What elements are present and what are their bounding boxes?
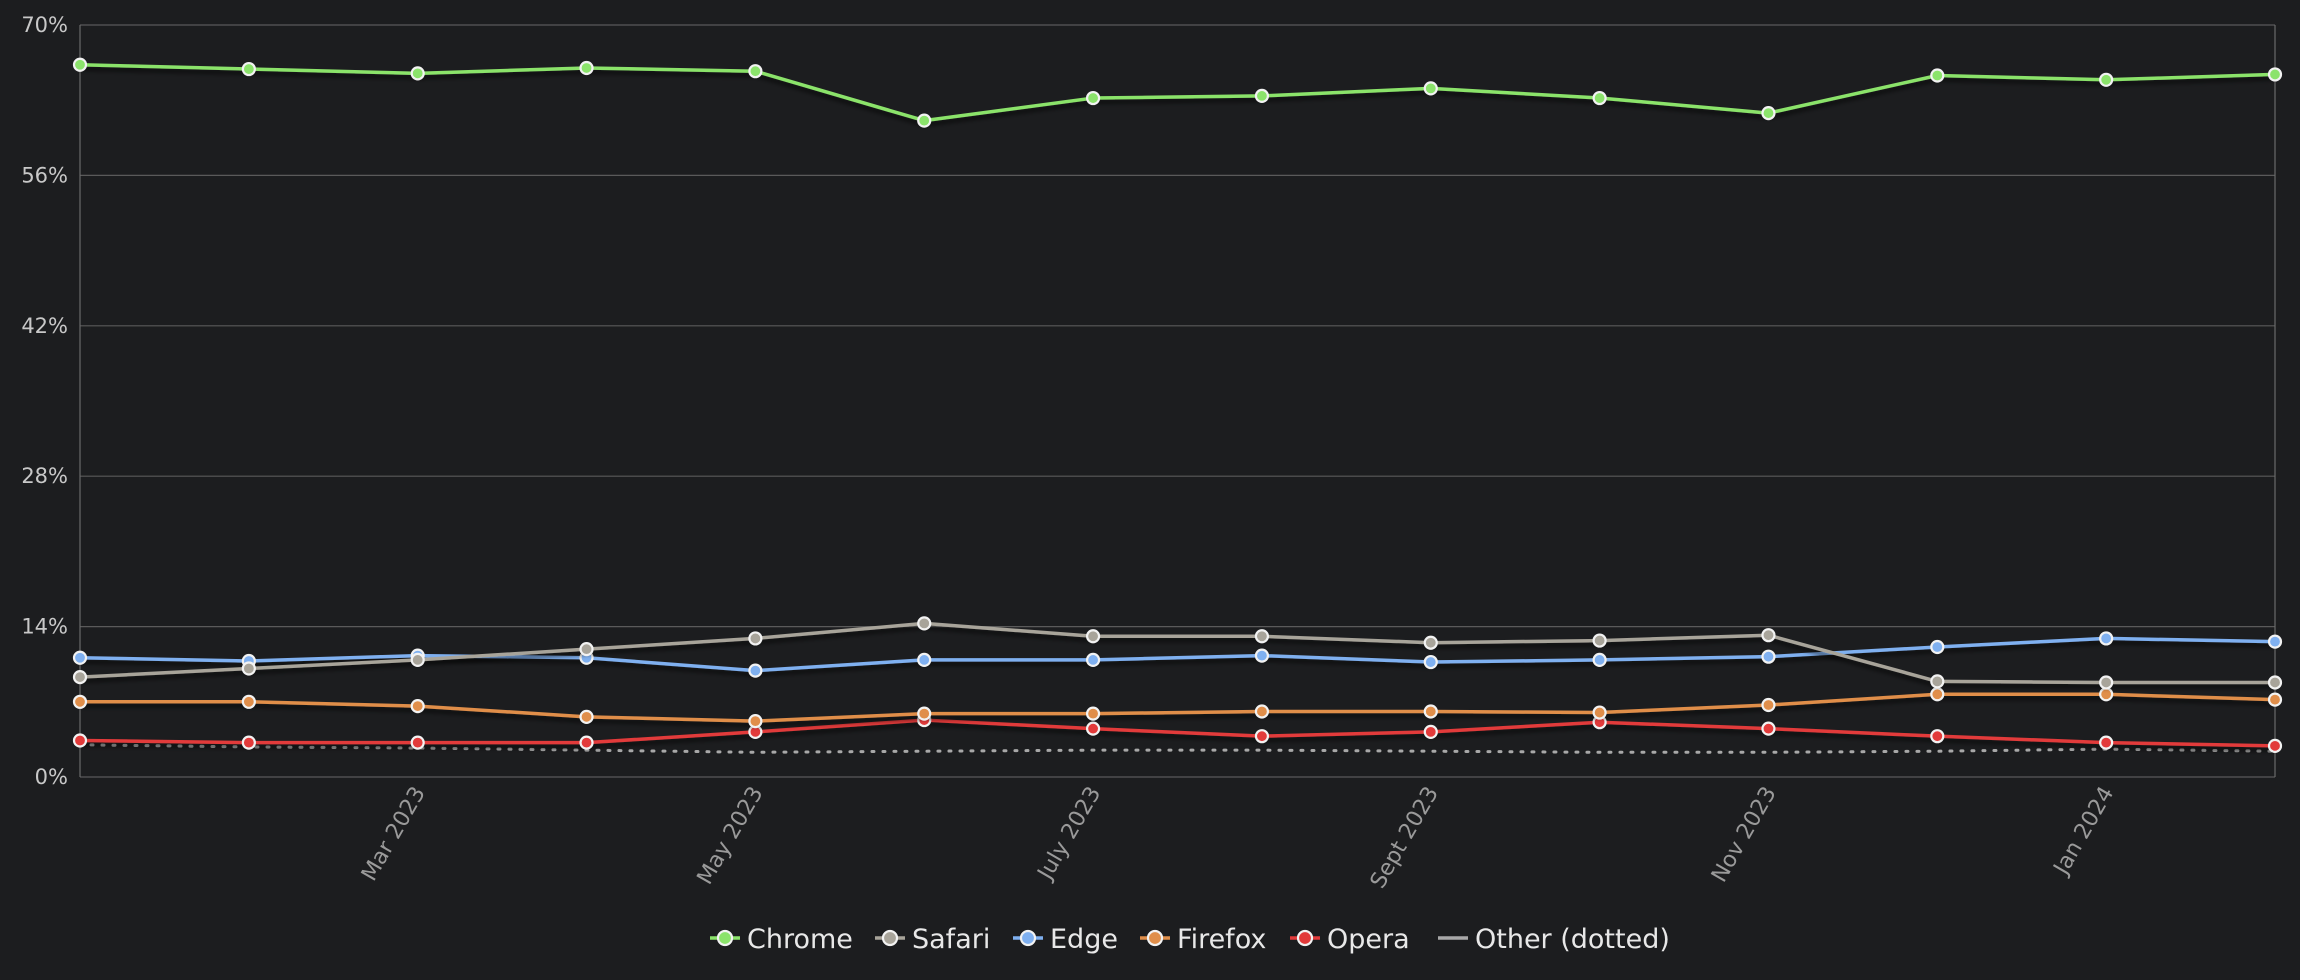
data-point-firefox — [1761, 697, 1776, 713]
data-point-opera — [1254, 729, 1270, 744]
legend-label-edge: Edge — [1050, 924, 1118, 955]
data-point-chrome — [2099, 72, 2114, 87]
data-point-firefox — [1423, 704, 1438, 719]
data-point-safari — [917, 616, 932, 631]
data-point-edge — [2099, 631, 2114, 646]
data-point-edge — [1761, 649, 1776, 664]
legend-marker-opera — [1296, 929, 1314, 947]
series-line-chrome — [79, 62, 2276, 123]
data-point-firefox — [1592, 705, 1607, 720]
legend-marker-safari — [881, 929, 899, 947]
data-point-safari — [1761, 628, 1776, 643]
y-tick-label: 42% — [21, 314, 68, 338]
data-point-safari — [748, 631, 763, 646]
x-tick-label: July 2023 — [1032, 783, 1106, 886]
data-point-firefox — [1085, 706, 1101, 721]
data-point-chrome — [1085, 90, 1101, 106]
data-point-safari — [2267, 675, 2283, 690]
data-point-safari — [1254, 629, 1270, 644]
y-tick-label: 0% — [35, 765, 68, 789]
data-point-edge — [1254, 648, 1270, 663]
y-tick-label: 28% — [21, 464, 68, 488]
series-lines — [72, 57, 2283, 754]
legend-label-opera: Opera — [1327, 924, 1410, 955]
y-tick-label: 56% — [21, 163, 68, 187]
series-line-opera — [79, 718, 2276, 748]
data-point-edge — [2267, 634, 2283, 649]
data-point-chrome — [410, 66, 425, 81]
data-point-opera — [579, 735, 594, 750]
data-point-safari — [241, 661, 256, 676]
legend-marker-edge — [1019, 929, 1037, 947]
data-point-firefox — [241, 694, 256, 709]
data-point-safari — [579, 642, 594, 657]
legend-label-firefox: Firefox — [1177, 924, 1266, 955]
data-point-chrome — [2267, 67, 2283, 82]
data-point-edge — [1592, 652, 1607, 668]
data-point-chrome — [1254, 88, 1270, 104]
x-tick-label: Jan 2024 — [2048, 783, 2119, 881]
data-point-opera — [2099, 735, 2114, 750]
data-point-opera — [410, 735, 425, 750]
series-line-other-dotted — [78, 743, 2277, 754]
data-point-safari — [2099, 675, 2114, 690]
data-point-firefox — [2099, 687, 2114, 702]
data-point-edge — [1930, 639, 1945, 655]
data-point-safari — [72, 669, 88, 685]
data-point-chrome — [72, 57, 88, 72]
data-point-edge — [748, 663, 763, 678]
data-point-firefox — [72, 694, 88, 709]
data-point-opera — [72, 733, 88, 748]
legend-label-safari: Safari — [912, 924, 990, 955]
data-point-chrome — [917, 113, 932, 128]
y-tick-label: 70% — [21, 13, 68, 37]
data-point-safari — [410, 652, 425, 668]
legend-marker-chrome — [716, 929, 734, 947]
data-point-safari — [1423, 635, 1438, 650]
legend: Chrome Safari Edge Firefox Opera Other (dotte… — [710, 924, 1670, 955]
data-point-firefox — [2267, 692, 2283, 707]
series-line-firefox — [80, 692, 2276, 723]
data-point-chrome — [1423, 81, 1438, 96]
x-tick-label: Nov 2023 — [1707, 783, 1782, 887]
data-point-firefox — [410, 698, 425, 714]
y-axis-ticks: 0% 14% 28% 42% 56% 70% — [21, 13, 68, 789]
data-point-firefox — [1930, 687, 1945, 702]
data-point-firefox — [748, 714, 763, 729]
data-point-chrome — [241, 61, 256, 77]
series-line-edge — [79, 636, 2276, 673]
data-point-firefox — [1254, 704, 1270, 719]
data-point-chrome — [579, 60, 594, 76]
data-point-opera — [1930, 729, 1945, 744]
x-tick-label: Mar 2023 — [357, 783, 431, 886]
data-point-opera — [1761, 721, 1776, 736]
x-tick-label: Sept 2023 — [1366, 783, 1444, 893]
data-point-edge — [917, 652, 932, 668]
data-point-chrome — [1592, 90, 1607, 106]
data-point-opera — [241, 735, 256, 750]
data-point-opera — [2267, 738, 2283, 753]
data-point-firefox — [579, 709, 594, 724]
y-tick-label: 14% — [21, 615, 68, 639]
legend-label-other-dotted: Other (dotted) — [1475, 924, 1670, 955]
grid-lines — [79, 24, 2276, 778]
data-point-edge — [72, 650, 88, 665]
legend-marker-firefox — [1146, 929, 1164, 947]
data-point-chrome — [748, 64, 763, 79]
data-point-safari — [1930, 674, 1945, 689]
x-tick-label: May 2023 — [693, 783, 769, 889]
legend-label-chrome: Chrome — [747, 924, 853, 955]
data-point-chrome — [1930, 68, 1945, 83]
data-point-edge — [1423, 654, 1438, 670]
data-point-firefox — [917, 706, 932, 721]
data-point-edge — [1085, 652, 1101, 668]
data-point-chrome — [1761, 105, 1776, 121]
x-axis-ticks: Mar 2023 May 2023 July 2023 Sept 2023 Nov 20… — [357, 783, 2119, 893]
data-point-safari — [1592, 633, 1607, 648]
series-line-safari — [79, 621, 2275, 685]
data-point-opera — [1085, 721, 1101, 736]
data-point-safari — [1085, 629, 1101, 644]
data-point-opera — [1423, 724, 1438, 739]
